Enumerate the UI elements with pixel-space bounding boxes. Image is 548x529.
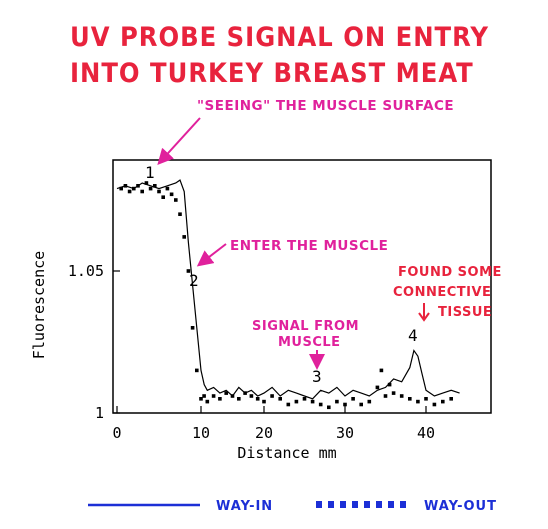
way-out-point xyxy=(449,397,453,401)
legend-way-out-label: WAY-OUT xyxy=(424,499,497,514)
annotation-signal-line-1: SIGNAL FROM xyxy=(252,319,359,334)
x-tick-label-10: 10 xyxy=(192,424,210,442)
way-out-point xyxy=(218,397,222,401)
legend-way-out-dot xyxy=(388,501,394,508)
annotation-found-line-3: TISSUE xyxy=(438,305,492,320)
way-out-point xyxy=(375,385,380,390)
annotation-found-arrow-head xyxy=(418,312,430,322)
way-out-point xyxy=(182,235,186,239)
legend-way-out-dot xyxy=(376,501,382,508)
way-out-point xyxy=(262,399,266,404)
annotation-found-line-2: CONNECTIVE xyxy=(393,285,491,300)
way-out-point xyxy=(148,186,153,191)
way-out-point xyxy=(202,394,206,398)
plot-frame xyxy=(112,159,492,414)
way-out-point xyxy=(174,198,178,202)
way-out-point xyxy=(195,368,199,373)
annotation-enter-arrow xyxy=(196,243,227,267)
axis-ticks xyxy=(113,270,427,414)
way-out-point xyxy=(286,402,291,407)
annotation-signal-line-2: MUSCLE xyxy=(278,335,341,350)
legend-way-out-dot xyxy=(352,501,358,508)
legend-way-out-dot xyxy=(316,501,322,508)
way-out-point xyxy=(294,399,299,404)
x-axis-label: Distance mm xyxy=(237,444,336,462)
way-out-point xyxy=(432,402,437,407)
way-out-point xyxy=(367,399,372,404)
way-out-point xyxy=(399,394,404,398)
way-out-point xyxy=(383,394,388,398)
way-out-point xyxy=(224,391,228,395)
way-out-point xyxy=(144,181,149,185)
way-out-point xyxy=(169,192,174,197)
way-out-point xyxy=(157,189,161,194)
way-out-point xyxy=(424,397,428,401)
way-out-point xyxy=(343,402,347,407)
way-out-point xyxy=(119,186,123,191)
legend-way-out-dot xyxy=(340,501,346,508)
way-out-point xyxy=(199,397,203,401)
point-label-3: 3 xyxy=(312,367,322,386)
way-out-point xyxy=(211,394,216,398)
way-out-point xyxy=(140,189,144,194)
y-axis-label: Fluorescence xyxy=(30,251,48,359)
x-tick-label-0: 0 xyxy=(112,424,121,442)
title-line-1: UV PROBE SIGNAL ON ENTRY xyxy=(70,22,489,53)
way-out-point xyxy=(230,394,235,398)
legend-way-out-dot xyxy=(328,501,334,508)
way-out-point xyxy=(132,186,136,191)
way-out-point xyxy=(351,397,355,401)
way-out-point xyxy=(153,184,157,188)
way-out-point xyxy=(161,195,165,199)
way-out-point xyxy=(165,186,170,191)
annotation-enter: ENTER THE MUSCLE xyxy=(230,238,388,254)
way-out-point xyxy=(387,382,392,387)
annotation-surface: "SEEING" THE MUSCLE SURFACE xyxy=(197,98,454,114)
x-tick-label-30: 30 xyxy=(336,424,354,442)
title-line-2: INTO TURKEY BREAST MEAT xyxy=(70,58,474,89)
way-out-point xyxy=(318,402,323,407)
annotation-found-line-1: FOUND SOME xyxy=(398,265,502,280)
x-tick-label-40: 40 xyxy=(417,424,435,442)
way-out-point xyxy=(136,184,140,188)
way-out-point xyxy=(243,391,247,395)
way-out-point xyxy=(123,184,128,188)
way-in-series-line xyxy=(116,179,460,400)
legend-way-in-label: WAY-IN xyxy=(216,499,273,514)
way-out-series-points xyxy=(119,181,453,410)
way-out-point xyxy=(327,405,331,410)
way-out-point xyxy=(335,399,339,404)
way-out-point xyxy=(249,394,254,398)
annotation-surface-arrow xyxy=(157,117,201,165)
way-out-point xyxy=(441,399,445,404)
way-out-point xyxy=(408,397,412,401)
way-out-point xyxy=(416,399,420,404)
way-out-point xyxy=(302,397,307,401)
way-out-point xyxy=(205,399,210,404)
way-out-point xyxy=(278,397,282,401)
way-out-point xyxy=(127,189,132,194)
way-out-point xyxy=(237,397,241,401)
y-tick-label-1-05: 1.05 xyxy=(68,262,104,280)
legend-way-out-swatch xyxy=(316,501,406,508)
y-tick-label-1: 1 xyxy=(95,404,104,422)
way-out-point xyxy=(270,394,274,398)
way-out-point xyxy=(190,326,195,330)
way-out-point xyxy=(255,397,260,401)
way-out-point xyxy=(310,399,315,404)
point-label-4: 4 xyxy=(408,326,418,345)
way-out-point xyxy=(359,402,363,407)
legend-way-out-dot xyxy=(364,501,370,508)
point-label-1: 1 xyxy=(145,163,155,182)
way-out-point xyxy=(178,212,182,216)
x-tick-label-20: 20 xyxy=(255,424,273,442)
legend-way-out-dot xyxy=(400,501,406,508)
way-out-point xyxy=(391,391,396,395)
way-out-point xyxy=(186,269,191,273)
way-out-point xyxy=(379,368,384,373)
point-label-2: 2 xyxy=(189,271,199,290)
